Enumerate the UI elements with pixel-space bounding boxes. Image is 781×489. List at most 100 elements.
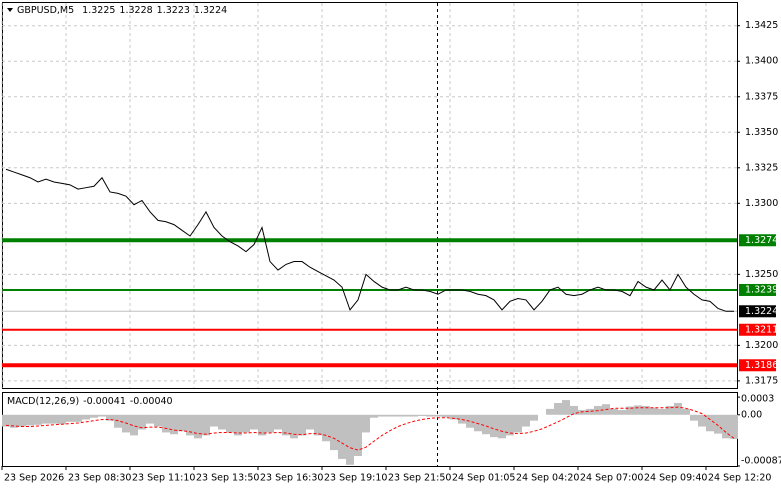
macd-bar	[186, 414, 194, 436]
macd-bar	[258, 414, 266, 436]
macd-bar	[690, 414, 698, 421]
ohlc-value: 1.3228	[119, 5, 152, 16]
symbol: GBPUSD,M5	[17, 5, 74, 16]
x-tick-label: 23 Sep 11:10	[132, 473, 195, 484]
y-tick-label: -0.00087	[741, 456, 781, 467]
macd-bar	[586, 408, 594, 415]
y-tick-label: 1.3350	[745, 127, 778, 138]
macd-bar	[378, 414, 386, 417]
macd-bar	[490, 414, 498, 438]
macd-bar	[618, 410, 626, 415]
macd-bar	[570, 405, 578, 415]
macd-bar	[178, 414, 186, 432]
y-tick-label: 1.3400	[745, 56, 778, 67]
macd-value: -0.00041	[83, 396, 126, 407]
macd-bar	[354, 414, 362, 456]
macd-bar	[426, 414, 434, 417]
macd-bar	[634, 405, 642, 415]
ohlc-value: 1.3224	[194, 5, 227, 16]
macd-bar	[658, 408, 666, 415]
macd-bar	[330, 414, 338, 451]
macd-bar	[98, 414, 106, 417]
macd-bar	[362, 414, 370, 433]
macd-bar	[306, 414, 314, 430]
x-tick-label: 23 Sep 08:30	[68, 473, 131, 484]
y-tick-label: 1.3250	[745, 269, 778, 280]
macd-bar	[170, 414, 178, 435]
macd-title: MACD(12,26,9)	[7, 396, 79, 407]
macd-bar	[410, 414, 418, 417]
macd-bar	[242, 414, 250, 433]
macd-value: -0.00040	[130, 396, 173, 407]
macd-bar	[506, 414, 514, 436]
macd-bar	[10, 414, 18, 428]
x-tick-label: 23 Sep 2026	[4, 473, 64, 484]
y-tick-label: 0.00	[741, 409, 762, 420]
macd-bar	[642, 405, 650, 415]
level-tag	[739, 234, 776, 247]
macd-bar	[522, 414, 530, 427]
y-tick-label: 1.3300	[745, 198, 778, 209]
macd-bar	[106, 414, 114, 421]
macd-bar	[730, 414, 738, 439]
macd-bar	[154, 414, 162, 427]
macd-bar	[722, 414, 730, 439]
level-label: 1.3211	[745, 324, 778, 335]
macd-bar	[482, 414, 490, 435]
macd-bar	[234, 414, 242, 436]
macd-bar	[418, 414, 426, 416]
last-price-label: 1.3224	[745, 306, 778, 317]
macd-bar	[554, 403, 562, 415]
x-tick-label: 23 Sep 13:50	[196, 473, 259, 484]
x-tick-label: 24 Sep 12:20	[708, 473, 771, 484]
macd-bar	[250, 414, 258, 430]
macd-bar	[346, 414, 354, 465]
macd-bar	[650, 407, 658, 415]
macd-bar	[290, 414, 298, 439]
signal-line	[5, 406, 735, 451]
macd-header: MACD(12,26,9) -0.00041 -0.00040	[7, 396, 173, 407]
macd-bar	[714, 414, 722, 434]
level-tag	[739, 283, 776, 296]
macd-bar	[274, 414, 282, 430]
price-header: GBPUSD,M5 1.3225 1.3228 1.3223 1.3224	[17, 5, 227, 16]
macd-bar	[50, 414, 58, 424]
macd-bar	[146, 414, 154, 424]
macd-bar	[578, 410, 586, 415]
macd-bar	[74, 414, 82, 422]
macd-bar	[210, 414, 218, 427]
macd-bar	[298, 414, 306, 436]
level-label: 1.3186	[745, 360, 778, 371]
macd-bar	[394, 414, 402, 417]
macd-bar	[322, 414, 330, 442]
macd-bar	[26, 414, 34, 426]
macd-bar	[562, 400, 570, 415]
macd-bar	[706, 414, 714, 432]
macd-bar	[514, 414, 522, 433]
x-tick-label: 24 Sep 09:40	[644, 473, 707, 484]
macd-bar	[610, 408, 618, 415]
macd-bar	[674, 403, 682, 415]
macd-bar	[626, 406, 634, 415]
macd-bar	[130, 414, 138, 436]
macd-bar	[402, 414, 410, 417]
macd-bar	[498, 414, 506, 439]
macd-bar	[114, 414, 122, 428]
macd-bar	[122, 414, 130, 433]
level-tag	[739, 359, 776, 372]
macd-bar	[2, 414, 10, 427]
macd-bar	[338, 414, 346, 459]
y-tick-label: 1.3175	[745, 375, 778, 386]
macd-bar	[58, 414, 66, 425]
level-label: 1.3274	[745, 235, 778, 246]
macd-bar	[282, 414, 290, 436]
macd-bar	[90, 414, 98, 418]
last-price-tag	[739, 305, 776, 318]
x-tick-label: 23 Sep 16:30	[260, 473, 323, 484]
macd-bar	[314, 414, 322, 436]
macd-bar	[546, 408, 554, 415]
macd-bar	[682, 408, 690, 415]
y-tick-label: 1.3200	[745, 340, 778, 351]
macd-bar	[698, 414, 706, 427]
